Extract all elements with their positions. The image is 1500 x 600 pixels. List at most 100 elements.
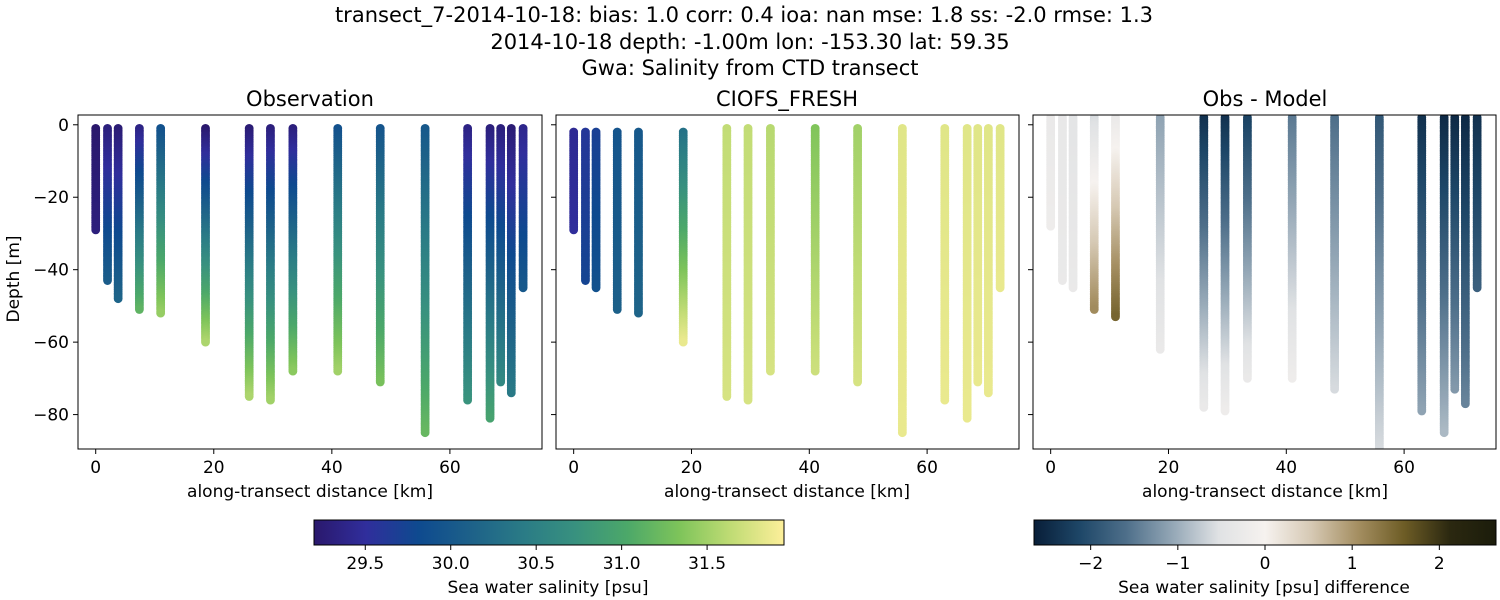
scatter-point <box>962 413 972 423</box>
scatter-points <box>91 124 528 438</box>
scatter-point <box>1155 344 1165 354</box>
cast-3 <box>612 127 622 314</box>
y-tick-label: 0 <box>58 116 69 136</box>
scatter-point <box>766 366 775 376</box>
y-tick-label: −80 <box>33 406 69 426</box>
scatter-point <box>103 276 112 285</box>
cast-15 <box>506 124 516 398</box>
x-tick-label: 20 <box>681 458 703 478</box>
cast-2 <box>591 127 601 293</box>
scatter-point <box>897 428 907 438</box>
scatter-point <box>678 337 688 347</box>
panel-observation: Observation along-transect distance [km]… <box>4 87 543 502</box>
y-axis-label: Depth [m] <box>4 235 24 322</box>
cast-0 <box>1046 115 1056 231</box>
scatter-point <box>266 395 275 405</box>
cast-11 <box>897 124 907 438</box>
scatter-point <box>1089 305 1099 314</box>
suptitle-line-2: 2014-10-18 depth: -1.00m lon: -153.30 la… <box>490 30 1009 54</box>
scatter-point <box>420 428 430 438</box>
scatter-point <box>496 377 506 387</box>
scatter-point <box>518 283 528 293</box>
cast-16 <box>995 124 1005 293</box>
cast-5 <box>678 127 688 347</box>
x-tick-label: 40 <box>798 458 820 478</box>
scatter-point <box>244 392 254 401</box>
cast-16 <box>518 124 528 293</box>
scatter-point <box>810 366 820 376</box>
scatter-point <box>333 366 343 376</box>
cast-7 <box>743 124 753 405</box>
cast-11 <box>420 124 430 438</box>
suptitle-line-3: Gwa: Salinity from CTD transect <box>582 56 919 80</box>
cast-4 <box>634 127 643 318</box>
cast-7 <box>266 124 275 405</box>
cast-12 <box>463 124 473 405</box>
cast-9 <box>333 124 343 376</box>
suptitle-line-1: transect_7-2014-10-18: bias: 1.0 corr: 0… <box>335 3 1153 28</box>
cast-1 <box>103 124 112 285</box>
cast-6 <box>244 124 254 401</box>
scatter-point <box>940 395 950 405</box>
x-axis-label-observation: along-transect distance [km] <box>187 482 433 502</box>
scatter-point <box>853 377 862 387</box>
x-tick-label: 20 <box>203 458 225 478</box>
x-tick-label: 60 <box>916 458 938 478</box>
cast-3 <box>134 124 144 314</box>
cast-4 <box>1111 115 1120 322</box>
scatter-point <box>581 276 590 285</box>
scatter-point <box>634 308 643 318</box>
cast-12 <box>940 124 950 405</box>
cast-9 <box>810 124 820 376</box>
scatter-point <box>1058 276 1067 285</box>
cast-13 <box>485 124 495 423</box>
scatter-point <box>113 294 123 304</box>
scatter-point <box>1111 312 1120 322</box>
cast-6 <box>1199 115 1209 412</box>
cast-1 <box>1058 115 1067 285</box>
cast-0 <box>91 124 101 235</box>
scatter-point <box>201 337 210 347</box>
axes-frame <box>77 114 543 450</box>
figure-titles: transect_7-2014-10-18: bias: 1.0 corr: 0… <box>335 3 1153 80</box>
scatter-point <box>134 305 144 314</box>
scatter-point <box>156 308 166 318</box>
cast-5 <box>1155 115 1165 354</box>
scatter-point <box>1068 283 1078 293</box>
panel-ciofs-fresh: CIOFS_FRESH along-transect distance [km]… <box>551 87 1020 502</box>
scatter-point <box>612 305 622 314</box>
scatter-point <box>591 283 601 293</box>
cast-14 <box>973 124 983 387</box>
cast-5 <box>201 124 210 347</box>
cast-2 <box>113 124 123 304</box>
panel-obs-minus-model: Obs - Model along-transect distance [km]… <box>1028 87 1497 502</box>
cast-14 <box>496 124 506 387</box>
scatter-point <box>743 395 753 405</box>
y-tick-label: −20 <box>33 188 69 208</box>
x-tick-label: 0 <box>90 458 101 478</box>
scatter-point <box>375 377 385 387</box>
x-tick-label: 40 <box>321 458 343 478</box>
x-axis-label-ciofs-fresh: along-transect distance [km] <box>664 482 910 502</box>
panel-title-observation: Observation <box>246 87 374 111</box>
axes-frame <box>555 114 1020 450</box>
cast-10 <box>853 124 862 387</box>
scatter-point <box>569 225 579 235</box>
cast-8 <box>288 124 298 376</box>
y-tick-label: −40 <box>33 261 69 281</box>
panel-title-ciofs-fresh: CIOFS_FRESH <box>716 87 858 112</box>
scatter-points <box>1046 115 1482 449</box>
cast-13 <box>962 124 972 423</box>
cast-8 <box>766 124 775 376</box>
x-tick-label: 60 <box>439 458 461 478</box>
panel-title-obs-minus-model: Obs - Model <box>1203 87 1328 111</box>
x-axis-label-obs-minus-model: along-transect distance [km] <box>1142 482 1388 502</box>
scatter-point <box>722 392 732 401</box>
scatter-point <box>995 283 1005 293</box>
scatter-point <box>1046 221 1056 231</box>
cast-15 <box>983 124 993 398</box>
cast-0 <box>569 127 579 235</box>
x-tick-label: 0 <box>568 458 579 478</box>
cast-2 <box>1068 115 1078 293</box>
